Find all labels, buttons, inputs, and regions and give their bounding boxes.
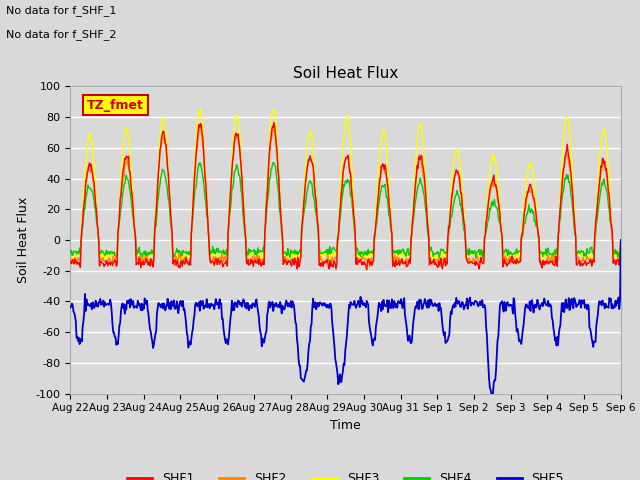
Legend: SHF1, SHF2, SHF3, SHF4, SHF5: SHF1, SHF2, SHF3, SHF4, SHF5 — [122, 468, 569, 480]
Title: Soil Heat Flux: Soil Heat Flux — [293, 66, 398, 81]
Text: No data for f_SHF_1: No data for f_SHF_1 — [6, 5, 116, 16]
Text: TZ_fmet: TZ_fmet — [87, 99, 144, 112]
Text: No data for f_SHF_2: No data for f_SHF_2 — [6, 29, 117, 40]
X-axis label: Time: Time — [330, 419, 361, 432]
Y-axis label: Soil Heat Flux: Soil Heat Flux — [17, 197, 30, 283]
